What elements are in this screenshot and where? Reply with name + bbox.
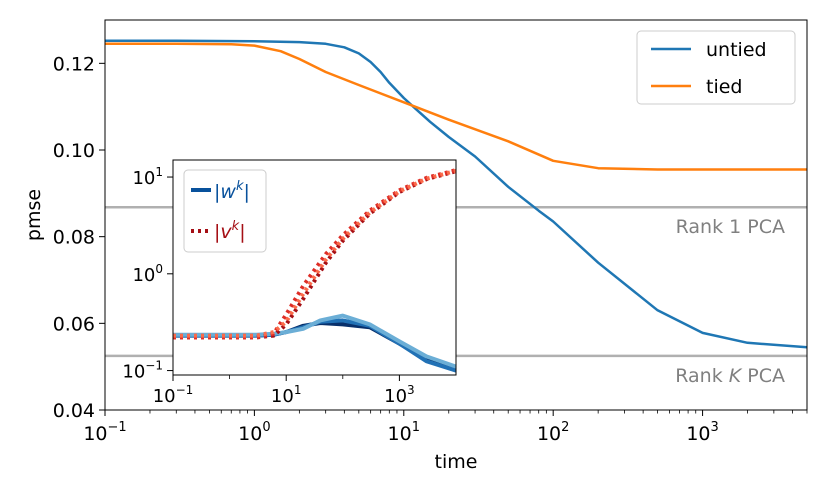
main-series-lines xyxy=(105,39,808,349)
main-legend: untied tied xyxy=(636,30,796,105)
inset-y-tick-label: 100 xyxy=(132,262,163,286)
x-tick-label: 102 xyxy=(537,420,569,445)
main-plot-frame xyxy=(104,19,808,411)
main-legend-label-tied: tied xyxy=(706,76,742,98)
inset-x-tick-label: 101 xyxy=(271,383,302,407)
inset-y-axis-ticks: 10−1 100 101 xyxy=(122,165,173,383)
main-x-axis-ticks: 10−1 100 101 102 103 xyxy=(83,410,808,445)
inset-plot-frame xyxy=(172,159,457,376)
y-tick-label: 0.04 xyxy=(53,400,95,422)
inset-series-dotted-5 xyxy=(173,168,457,338)
inset-series-lines xyxy=(173,168,457,373)
main-y-axis-label: pmse xyxy=(23,189,45,241)
y-tick-label: 0.10 xyxy=(53,140,95,162)
inset-y-tick-label: 10−1 xyxy=(122,359,163,383)
x-tick-label: 101 xyxy=(388,420,420,445)
inset-x-axis-ticks: 10−1 101 103 xyxy=(153,375,415,407)
inset-x-tick-label: 10−1 xyxy=(153,383,194,407)
inset-chart: 10−1 101 103 10−1 100 101 |wk| |vk| xyxy=(122,159,457,407)
x-tick-label: 103 xyxy=(686,420,718,445)
main-legend-label-untied: untied xyxy=(706,39,767,61)
inset-y-tick-label: 101 xyxy=(132,165,163,189)
series-line-untied xyxy=(105,39,808,349)
reference-line-label: Rank K PCA xyxy=(675,365,785,387)
reference-line-label: Rank 1 PCA xyxy=(676,216,785,238)
x-tick-label: 10−1 xyxy=(83,420,126,445)
y-tick-label: 0.08 xyxy=(53,227,95,249)
main-y-axis-ticks: 0.04 0.06 0.08 0.10 0.12 xyxy=(53,53,105,422)
inset-legend-label-v: |vk| xyxy=(214,219,246,243)
y-tick-label: 0.06 xyxy=(53,313,95,335)
x-tick-label: 100 xyxy=(238,420,270,445)
inset-x-tick-label: 103 xyxy=(384,383,415,407)
inset-legend-label-w: |wk| xyxy=(214,179,250,203)
y-tick-label: 0.12 xyxy=(53,53,95,75)
series-line-tied xyxy=(105,42,807,171)
inset-legend: |wk| |vk| xyxy=(183,169,267,253)
main-x-axis-label: time xyxy=(435,451,478,473)
